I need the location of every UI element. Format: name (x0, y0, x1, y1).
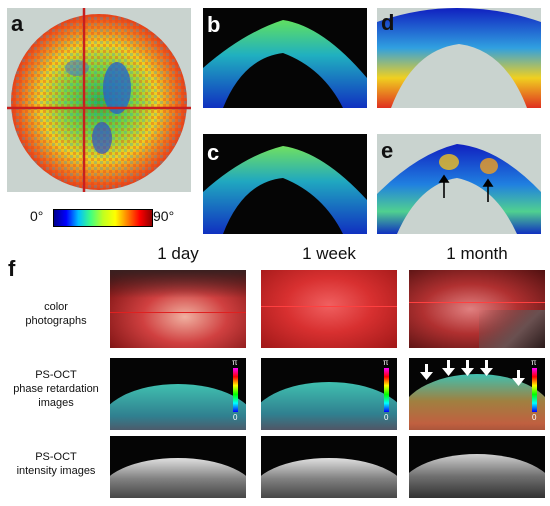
oct-image-b (203, 20, 367, 108)
panel-label-c: c (207, 140, 220, 165)
colorbar-max-label: 90° (153, 208, 175, 224)
photo-1-week (261, 270, 397, 348)
colorbar-min-label: 0° (30, 208, 44, 224)
intensity-1-day (110, 436, 246, 498)
section-line (409, 302, 545, 303)
arrow-icon (420, 360, 525, 386)
scale-bar (532, 368, 537, 412)
section-line (261, 306, 397, 307)
panel-a (7, 8, 191, 192)
intensity-1-month (409, 436, 545, 498)
scale-bottom-label: 0 (532, 413, 537, 422)
panel-label-a: a (11, 11, 24, 36)
photo-1-month (409, 270, 545, 348)
scale-top-label: π (232, 358, 238, 367)
phase-retardation-1-week: π 0 (261, 358, 397, 430)
panel-d (377, 8, 541, 108)
scale-bar (233, 368, 238, 412)
colorbar (53, 209, 153, 227)
scale-top-label: π (383, 358, 389, 367)
retardation-image-e (377, 144, 541, 234)
row-label-intensity: PS-OCT intensity images (16, 451, 96, 477)
phase-retardation-1-day: π 0 (110, 358, 246, 430)
intensity-1-week (261, 436, 397, 498)
panel-c (203, 134, 367, 234)
scale-bar (384, 368, 389, 412)
panel-label-e: e (381, 138, 394, 163)
column-header-1-month: 1 month (446, 244, 508, 263)
oct-image-c (203, 146, 367, 234)
panel-label-b: b (207, 12, 221, 37)
phase-retardation-1-month: π 0 (409, 358, 545, 430)
panel-b (203, 8, 367, 108)
scale-bottom-label: 0 (384, 413, 389, 422)
column-header-1-day: 1 day (157, 244, 199, 263)
row-label-color-photographs: color photographs (25, 301, 87, 327)
photo-1-day (110, 270, 246, 348)
panel-e (377, 134, 541, 234)
panel-label-f: f (8, 256, 16, 281)
panel-label-d: d (381, 10, 395, 35)
scale-top-label: π (531, 358, 537, 367)
arrow-icon (438, 174, 494, 202)
retardation-image-d (377, 8, 541, 108)
retardation-map-a (7, 8, 191, 192)
section-line (110, 312, 246, 313)
scale-bottom-label: 0 (233, 413, 238, 422)
column-header-1-week: 1 week (302, 244, 356, 263)
row-label-phase-retardation: PS-OCT phase retardation images (13, 369, 99, 409)
